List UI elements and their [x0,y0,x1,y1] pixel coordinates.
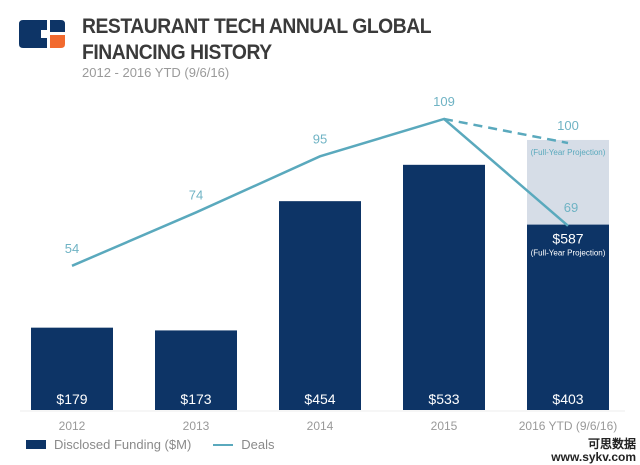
deals-label: 109 [433,94,455,109]
funding-bar [279,201,361,410]
x-tick-label: 2013 [183,419,210,433]
funding-bar [403,164,485,410]
funding-label: $179 [56,391,87,407]
funding-label: $454 [304,391,335,407]
funding-bar [155,330,237,410]
deals-label: 95 [313,131,327,146]
legend: Disclosed Funding ($M) Deals [26,437,275,452]
funding-bar [527,224,609,410]
chart-title: RESTAURANT TECH ANNUAL GLOBAL FINANCING … [82,15,431,64]
projection-funding-label: $587 [552,231,583,247]
x-tick-label: 2012 [59,419,86,433]
x-tick-label: 2015 [431,419,458,433]
legend-swatch-funding [26,440,46,449]
legend-swatch-deals [213,443,234,446]
deals-label: 69 [564,200,578,215]
funding-label: $403 [552,391,583,407]
funding-bar [31,327,113,410]
watermark-url: www.sykv.com [551,450,636,464]
deals-label: 74 [189,187,203,202]
chart-subtitle: 2012 - 2016 YTD (9/6/16) [82,65,230,80]
deals-label: 54 [65,241,79,256]
projection-note: (Full-Year Projection) [531,249,606,258]
projection-note: (Full-Year Projection) [531,148,606,157]
x-tick-label: 2014 [307,419,334,433]
watermark: 可思数据 www.sykv.com [551,438,636,464]
projection-deals-label: 100 [557,118,579,133]
legend-label-deals: Deals [241,437,275,452]
x-tick-label: 2016 YTD (9/6/16) [519,419,618,433]
funding-label: $533 [428,391,459,407]
watermark-text: 可思数据 [587,437,636,451]
funding-label: $173 [180,391,211,407]
legend-label-funding: Disclosed Funding ($M) [54,437,192,452]
deals-projection-line [443,117,569,145]
deals-line [71,117,569,267]
brand-logo [19,20,65,48]
